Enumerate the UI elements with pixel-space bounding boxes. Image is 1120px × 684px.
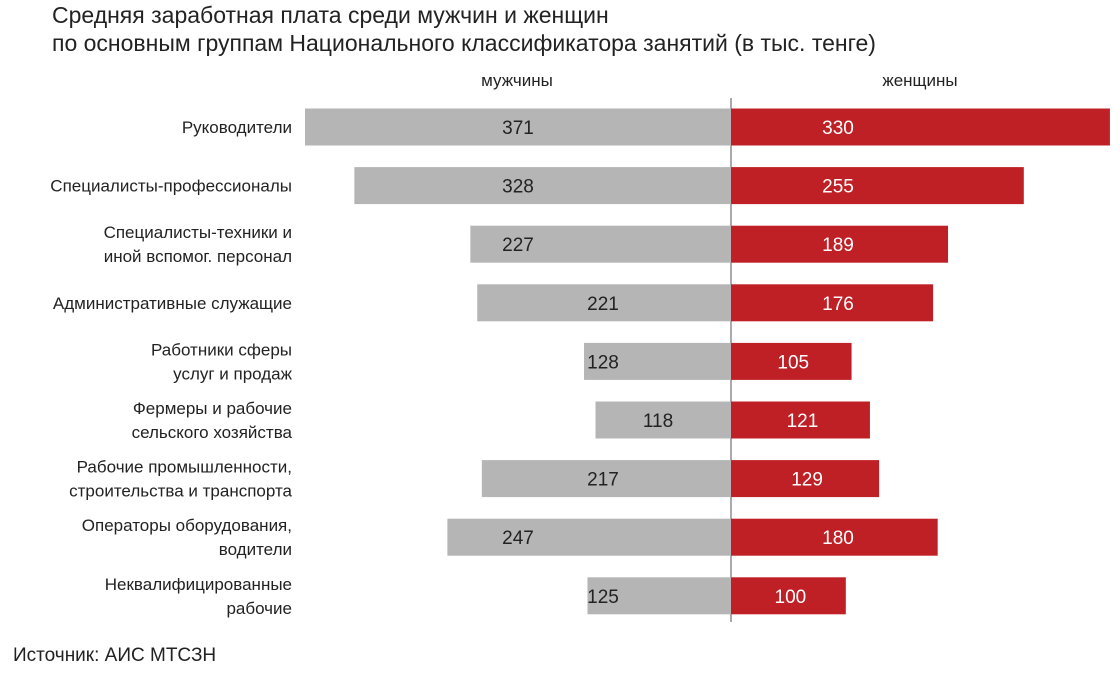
chart-title-line-1: Средняя заработная плата среди мужчин и …: [52, 2, 609, 28]
bar-women-6: [731, 401, 870, 439]
category-label-line: Неквалифицированные: [105, 575, 292, 594]
category-label-line: Специалисты-профессионалы: [50, 177, 292, 196]
bar-men-9: [587, 577, 731, 615]
bar-women-1: [731, 108, 1110, 146]
bar-men-3: [470, 225, 731, 263]
category-label-9: Неквалифицированные рабочие: [105, 575, 292, 618]
data-label-women-1: 330: [822, 118, 854, 139]
category-label-line: Работники сферы: [151, 340, 292, 359]
category-label-5: Работники сферы услуг и продаж: [151, 340, 293, 383]
bar-women-7: [731, 460, 880, 498]
bar-women-9: [731, 577, 846, 615]
category-label-line: строительства и транспорта: [69, 482, 292, 501]
bar-women-5: [731, 342, 852, 380]
bar-men-4: [477, 284, 731, 322]
data-label-men-5: 128: [587, 352, 619, 373]
category-label-line: рабочие: [226, 599, 292, 618]
category-label-4: Административные служащие: [53, 294, 292, 313]
category-label-line: Фермеры и рабочие: [133, 399, 292, 418]
category-label-8: Операторы оборудования, водители: [82, 516, 292, 559]
data-label-men-4: 221: [587, 294, 619, 315]
bar-men-6: [595, 401, 731, 439]
data-label-men-2: 328: [502, 177, 534, 198]
category-label-6: Фермеры и рабочие сельского хозяйства: [132, 399, 293, 442]
bars-group: Руководители 371 330 Специалисты-профессион…: [50, 108, 1110, 618]
category-label-7: Рабочие промышленности, строительства и т…: [69, 458, 292, 501]
data-label-men-9: 125: [587, 587, 619, 608]
bar-men-2: [354, 167, 731, 205]
data-label-women-7: 129: [791, 470, 823, 491]
category-label-line: водители: [219, 540, 292, 559]
chart-title-line-2: по основным группам Национального класси…: [52, 30, 876, 56]
bar-men-8: [447, 518, 731, 556]
data-label-women-4: 176: [822, 294, 854, 315]
data-label-men-8: 247: [502, 528, 534, 549]
bar-men-7: [481, 460, 731, 498]
data-label-men-3: 227: [502, 235, 534, 256]
category-label-line: Руководители: [182, 118, 292, 137]
bar-women-3: [731, 225, 949, 263]
bar-women-4: [731, 284, 934, 322]
category-label-line: Операторы оборудования,: [82, 516, 292, 535]
data-label-women-6: 121: [787, 411, 819, 432]
bar-men-5: [584, 342, 731, 380]
category-label-line: услуг и продаж: [173, 364, 292, 383]
data-label-women-8: 180: [822, 528, 854, 549]
bar-women-2: [731, 167, 1024, 205]
category-label-line: иной вспомог. персонал: [104, 247, 292, 266]
category-label-2: Специалисты-профессионалы: [50, 177, 292, 196]
data-label-women-5: 105: [777, 352, 809, 373]
data-label-women-9: 100: [775, 587, 807, 608]
data-label-men-1: 371: [502, 118, 534, 139]
bar-men-1: [305, 108, 731, 146]
data-label-men-6: 118: [643, 411, 673, 432]
category-label-3: Специалисты-техники и иной вспомог. персо…: [104, 223, 292, 266]
series-label-women: женщины: [882, 71, 957, 90]
series-label-men: мужчины: [481, 71, 553, 90]
data-label-women-2: 255: [822, 177, 854, 198]
category-label-line: Специалисты-техники и: [104, 223, 292, 242]
source-note: Источник: АИС МТСЗН: [13, 645, 216, 666]
bar-women-8: [731, 518, 938, 556]
category-label-line: Административные служащие: [53, 294, 292, 313]
data-label-women-3: 189: [822, 235, 854, 256]
data-label-men-7: 217: [587, 470, 619, 491]
category-label-1: Руководители: [182, 118, 292, 137]
category-label-line: сельского хозяйства: [132, 423, 293, 442]
category-label-line: Рабочие промышленности,: [77, 458, 292, 477]
